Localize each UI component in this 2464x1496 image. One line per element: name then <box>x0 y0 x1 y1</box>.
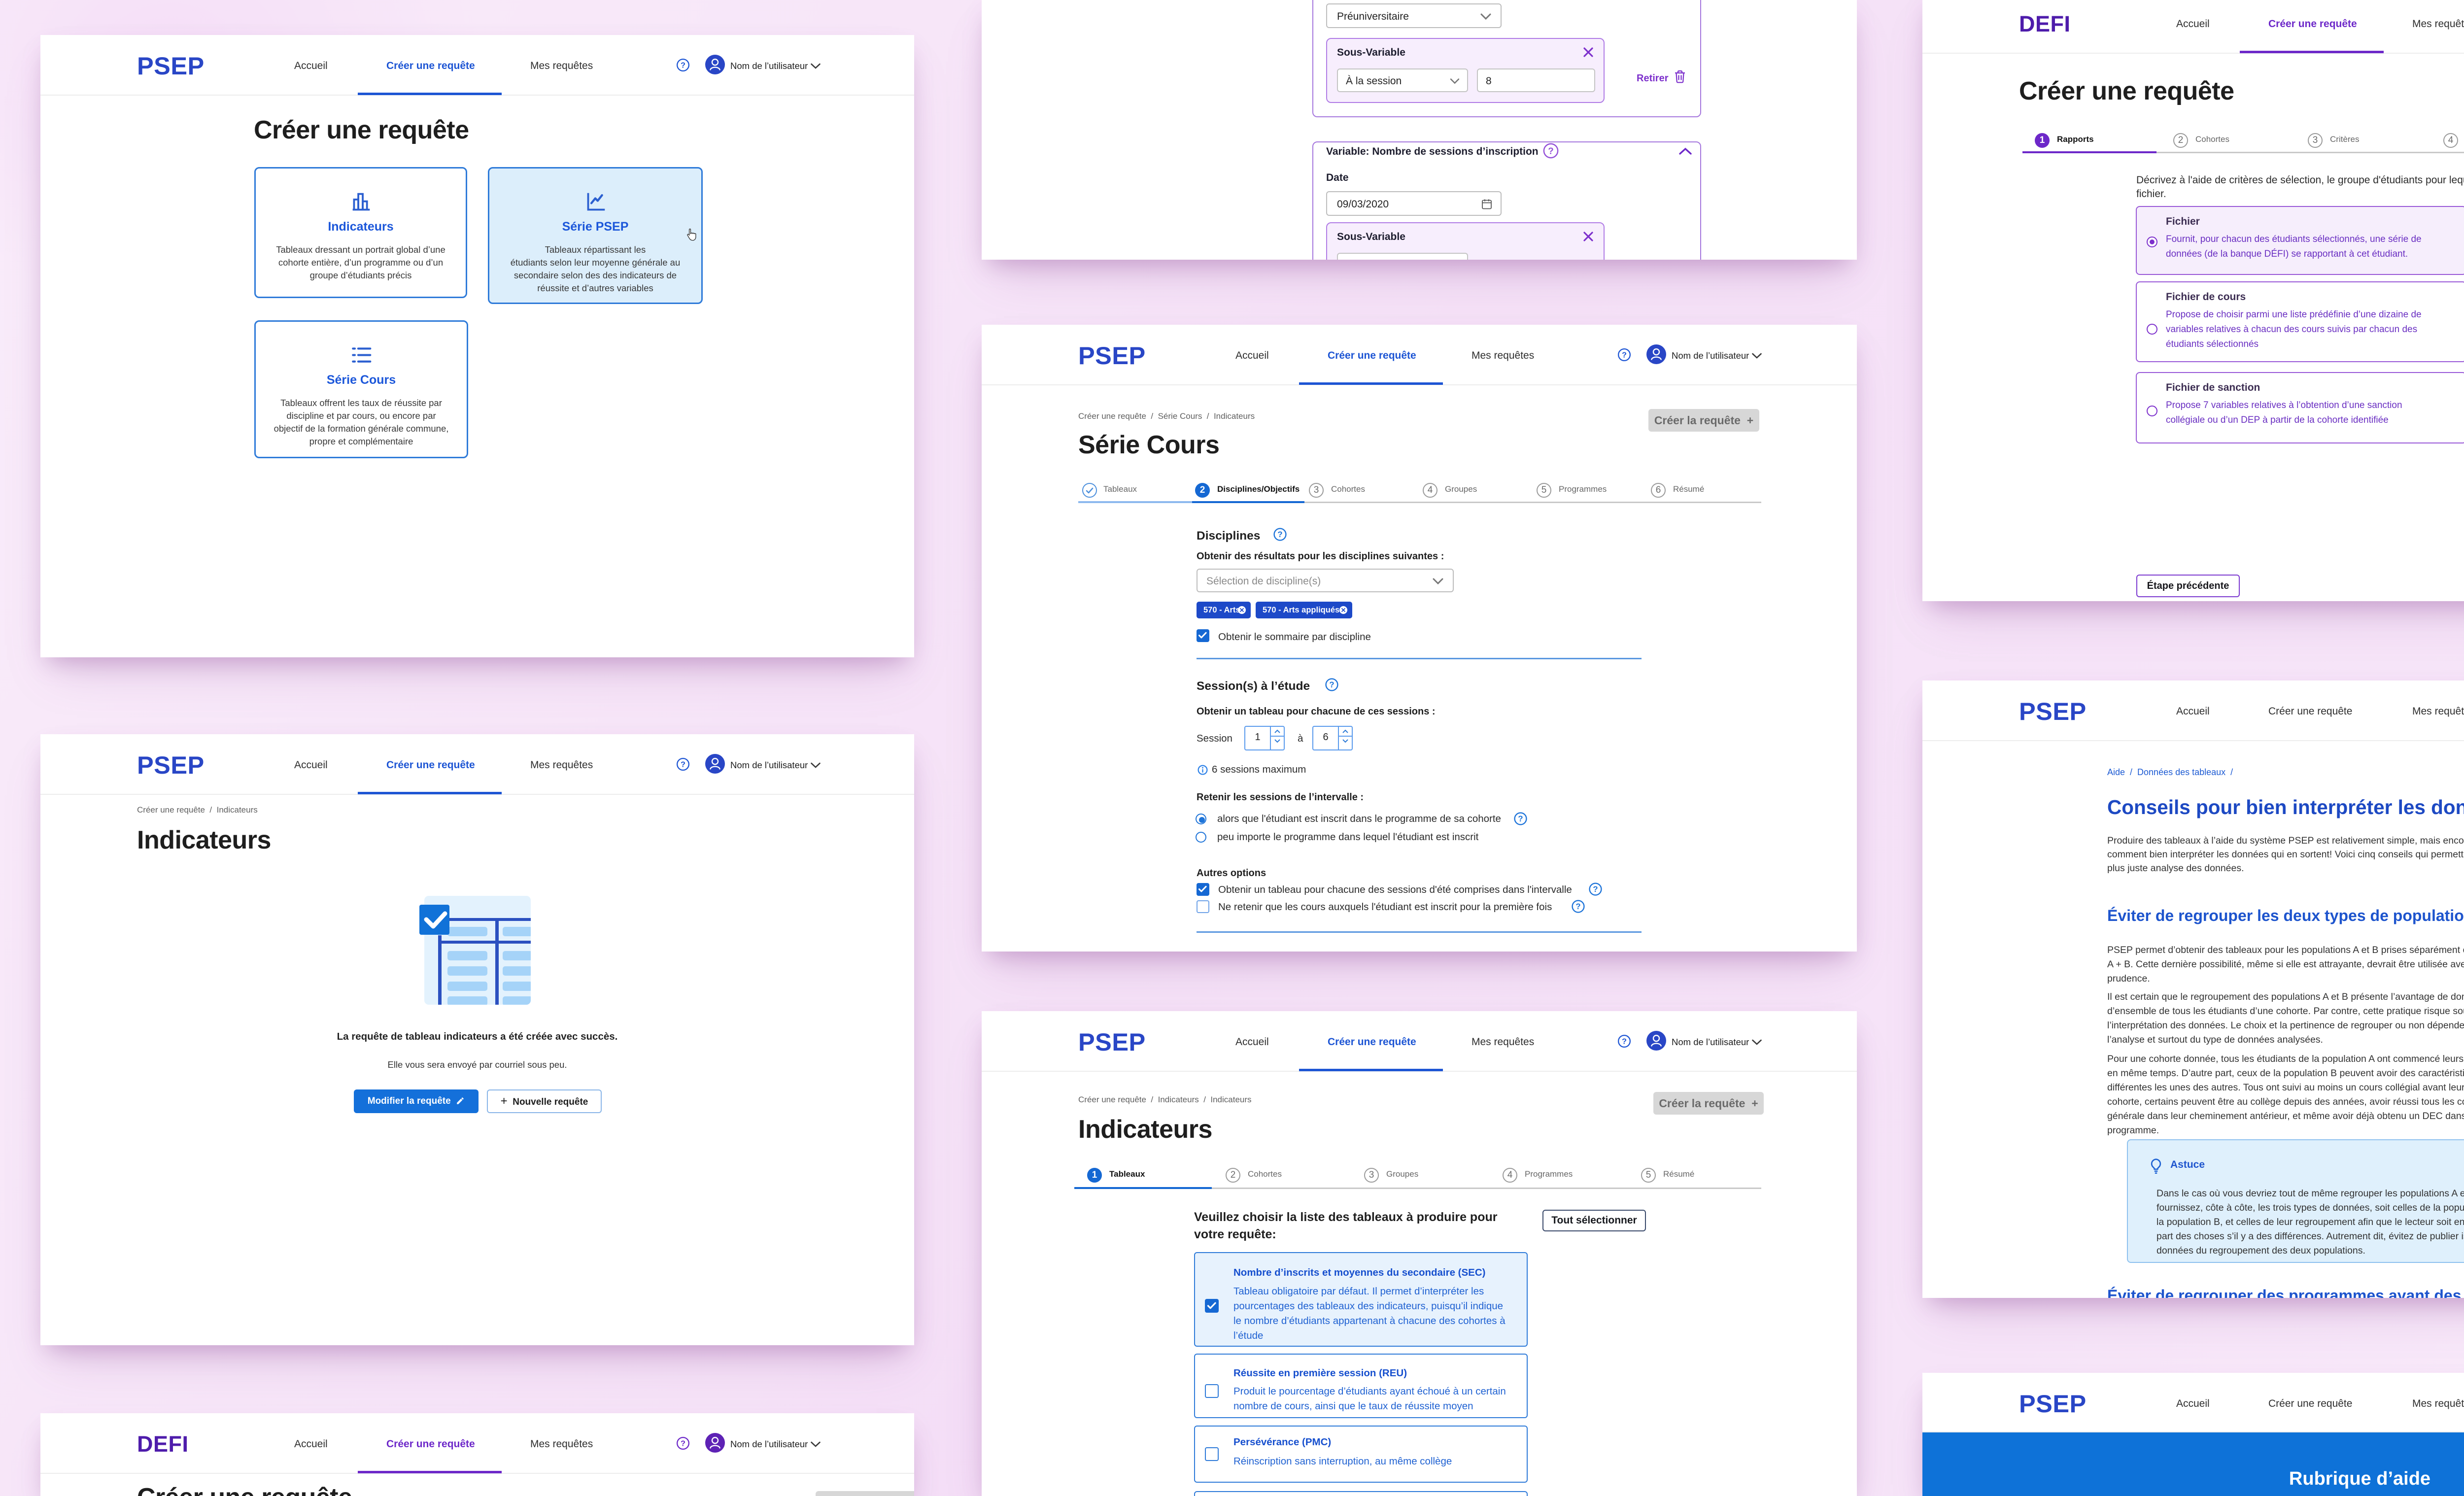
svg-text:?: ? <box>1329 680 1334 689</box>
svg-text:?: ? <box>681 1439 685 1448</box>
svg-text:?: ? <box>1575 902 1580 911</box>
svg-text:?: ? <box>681 61 685 69</box>
svg-text:?: ? <box>1548 146 1554 156</box>
svg-text:?: ? <box>1277 530 1282 539</box>
svg-text:?: ? <box>1518 814 1523 823</box>
svg-text:?: ? <box>1622 1037 1627 1046</box>
svg-text:?: ? <box>681 760 685 769</box>
svg-text:?: ? <box>1622 350 1627 359</box>
svg-text:?: ? <box>1593 884 1598 894</box>
